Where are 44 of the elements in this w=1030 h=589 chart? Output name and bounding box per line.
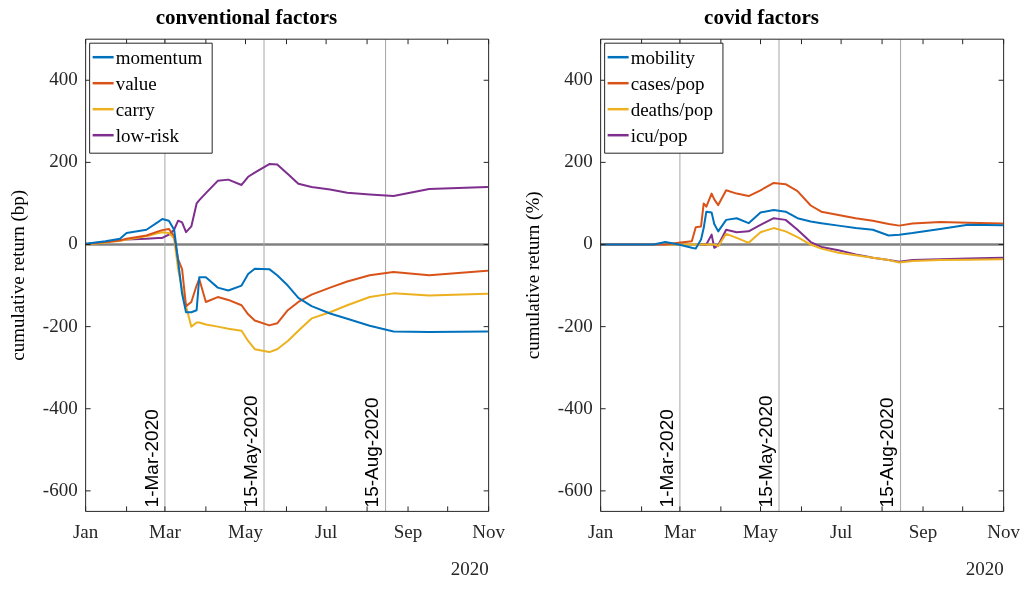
y-tick-label: -400 [557, 396, 593, 418]
x-tick-label: Mar [149, 520, 182, 542]
ref-line-label: 15-May-2020 [754, 395, 776, 508]
chart-title: covid factors [704, 5, 819, 30]
ref-line-label: 1-Mar-2020 [140, 409, 162, 508]
y-tick-label: 0 [583, 232, 593, 254]
ref-line-label: 15-May-2020 [239, 395, 261, 508]
legend-label: value [115, 73, 157, 95]
y-tick-label: 200 [564, 150, 593, 172]
y-tick-label: -600 [42, 478, 78, 500]
legend-label: icu/pop [630, 125, 688, 147]
ref-line-label: 15-Aug-2020 [361, 397, 383, 508]
y-tick-label: 200 [49, 150, 78, 172]
legend-label: carry [115, 99, 156, 121]
x-tick-label: May [743, 520, 779, 542]
x-tick-label: Jul [315, 520, 338, 542]
legend-label: mobility [630, 47, 696, 69]
x-tick-label: May [228, 520, 264, 542]
x-tick-label: Nov [472, 520, 506, 542]
y-tick-label: -200 [557, 314, 593, 336]
x-axis-title: 2020 [965, 557, 1004, 579]
legend-label: momentum [115, 47, 203, 69]
x-tick-label: Jan [587, 520, 614, 542]
x-axis-title: 2020 [450, 557, 489, 579]
y-axis-title: cumulative return (bp) [7, 189, 30, 361]
ref-line-label: 1-Mar-2020 [655, 409, 677, 508]
y-tick-label: -400 [42, 396, 78, 418]
y-axis-title: cumulative return (%) [522, 191, 545, 360]
x-tick-label: Jan [72, 520, 99, 542]
y-tick-label: -200 [42, 314, 78, 336]
legend-label: cases/pop [630, 73, 705, 95]
x-tick-label: Sep [393, 520, 423, 542]
y-tick-label: 400 [564, 68, 593, 90]
y-tick-label: -600 [557, 478, 593, 500]
x-tick-label: Nov [987, 520, 1021, 542]
x-tick-label: Sep [908, 520, 938, 542]
x-tick-label: Mar [664, 520, 697, 542]
y-tick-label: 0 [68, 232, 78, 254]
chart-title: conventional factors [155, 5, 338, 30]
y-tick-label: 400 [49, 68, 78, 90]
ref-line-label: 15-Aug-2020 [876, 397, 898, 508]
legend-label: low-risk [115, 125, 180, 147]
legend-label: deaths/pop [630, 99, 713, 121]
x-tick-label: Jul [830, 520, 853, 542]
